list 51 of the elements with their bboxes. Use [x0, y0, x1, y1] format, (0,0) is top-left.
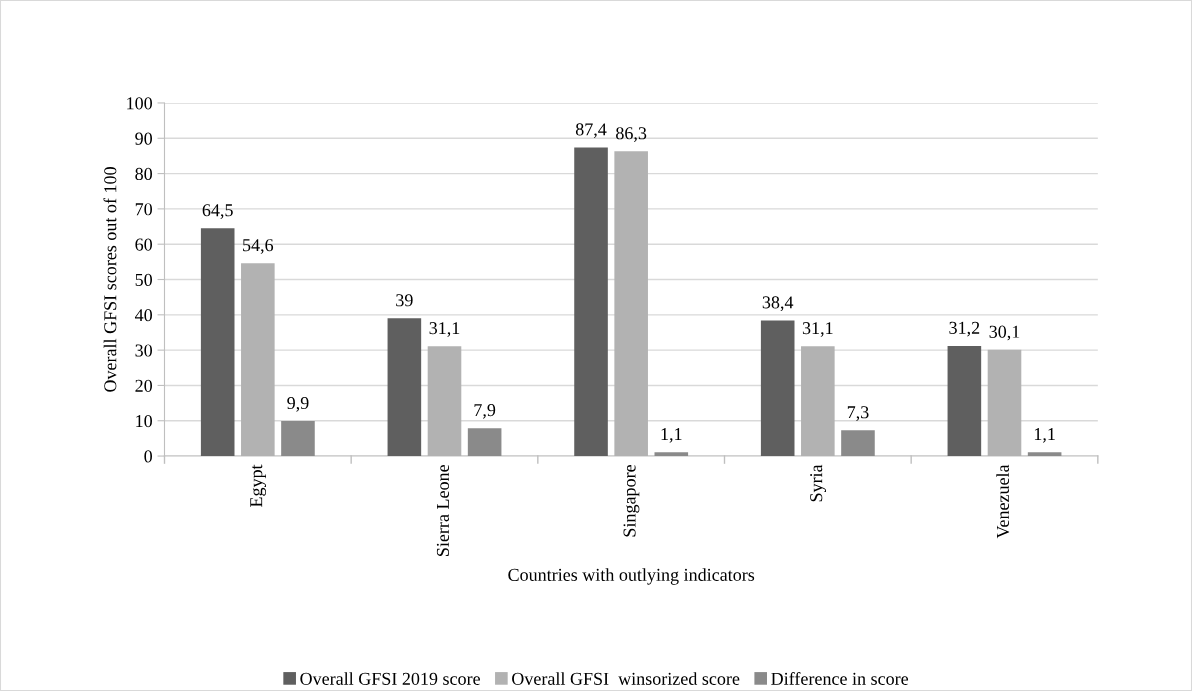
bar — [947, 345, 982, 457]
y-tick-label: 60 — [135, 238, 152, 251]
data-label: 31,1 — [802, 322, 833, 337]
bar — [467, 428, 502, 457]
data-label: 64,5 — [202, 204, 233, 219]
bar — [654, 452, 689, 457]
data-label: 31,1 — [429, 322, 460, 337]
x-tick-label: Singapore — [623, 465, 640, 537]
y-tick-label: 0 — [144, 450, 152, 463]
y-tick-label: 50 — [135, 273, 152, 286]
data-label: 39 — [396, 294, 413, 307]
legend-label: Overall GFSI 2019 score — [300, 672, 480, 685]
data-label: 86,3 — [616, 127, 647, 142]
data-label: 31,2 — [949, 321, 980, 337]
data-label: 54,6 — [243, 239, 274, 254]
bar — [427, 346, 462, 457]
bar — [987, 349, 1022, 457]
legend-label: Overall GFSI winsorized score — [512, 672, 740, 685]
legend-label: Difference in score — [771, 672, 909, 685]
bar — [841, 430, 875, 457]
data-label: 87,4 — [575, 123, 607, 139]
bar — [614, 151, 648, 457]
bar — [1027, 452, 1062, 457]
y-axis-title: Overall GFSI scores out of 100 — [103, 167, 117, 392]
data-label: 7,3 — [847, 406, 869, 421]
y-tick-label: 30 — [135, 344, 152, 357]
y-tick-label: 90 — [135, 132, 152, 145]
y-tick-label: 20 — [135, 379, 152, 392]
y-tick-label: 80 — [135, 167, 152, 181]
data-label: 9,9 — [287, 396, 309, 412]
y-tick-label: 10 — [136, 415, 152, 428]
y-tick-label: 40 — [134, 309, 152, 322]
bar — [200, 228, 235, 457]
data-label: 30,1 — [989, 325, 1020, 341]
bar — [281, 421, 315, 457]
data-label: 7,9 — [474, 404, 496, 419]
data-label: 1,1 — [1034, 428, 1055, 443]
x-tick-label: Sierra Leone — [436, 465, 450, 556]
bar — [387, 318, 422, 457]
data-label: 1,1 — [661, 428, 682, 443]
bar — [574, 147, 608, 457]
y-tick-label: 100 — [127, 97, 152, 110]
x-tick-label: Egypt — [250, 464, 267, 507]
x-tick-label: Venezuela — [996, 464, 1010, 539]
y-tick-label: 70 — [135, 203, 152, 216]
data-label: 38,4 — [762, 296, 794, 312]
x-axis-title: Countries with outlying indicators — [508, 568, 755, 585]
bar — [241, 263, 275, 457]
bar — [760, 320, 795, 457]
x-tick-label: Syria — [810, 464, 827, 502]
bar — [801, 346, 835, 457]
